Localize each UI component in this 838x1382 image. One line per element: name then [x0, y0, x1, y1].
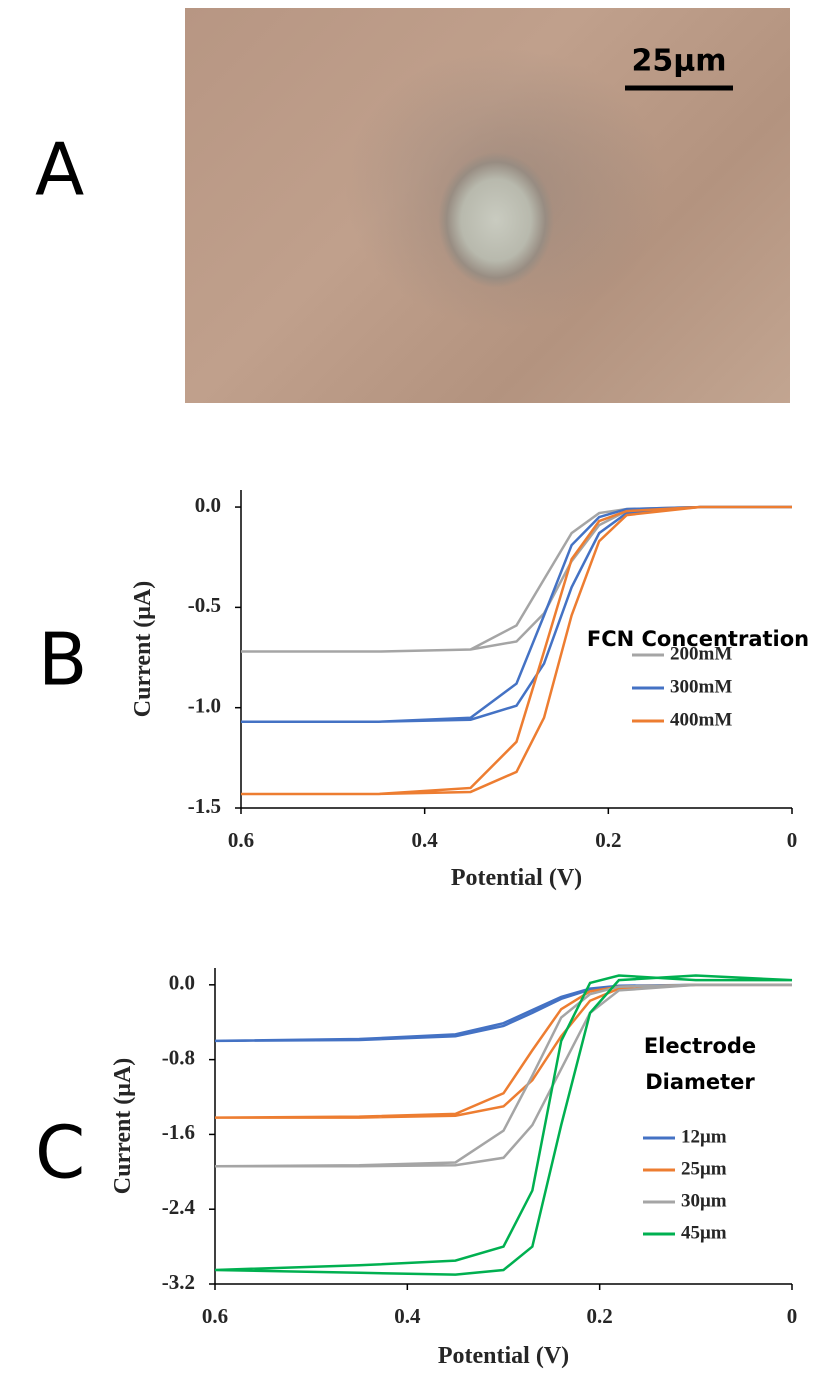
y-axis-title: Current (μA)	[130, 581, 156, 717]
data-line	[241, 505, 792, 653]
x-tick-label: 0.2	[595, 828, 621, 852]
data-line	[214, 983, 792, 1043]
y-tick-label: -1.0	[188, 693, 221, 717]
panel-label: B	[38, 618, 87, 702]
data-line	[241, 505, 792, 796]
x-tick-label: 0	[787, 1304, 798, 1328]
panel-label: C	[35, 1111, 85, 1195]
x-tick-label: 0.6	[228, 828, 254, 852]
data-line	[214, 974, 793, 1276]
data-line	[241, 505, 792, 723]
data-line	[214, 983, 792, 1119]
y-tick-label: -1.6	[162, 1120, 195, 1144]
legend-label: 12μm	[681, 1126, 727, 1147]
legend-label: 200mM	[670, 643, 732, 664]
legend-label: 25μm	[681, 1158, 727, 1179]
legend-title: FCN Concentration	[587, 627, 809, 651]
y-tick-label: 0.0	[169, 971, 195, 995]
x-tick-label: 0.6	[202, 1304, 228, 1328]
y-tick-label: 0.0	[195, 493, 221, 517]
x-axis-title: Potential (V)	[451, 865, 582, 891]
legend-title: Diameter	[645, 1070, 755, 1094]
x-tick-label: 0	[787, 828, 798, 852]
y-tick-label: -1.5	[188, 794, 221, 818]
legend-label: 45μm	[681, 1222, 727, 1243]
legend-label: 30μm	[681, 1190, 727, 1211]
x-tick-label: 0.4	[412, 828, 439, 852]
y-tick-label: -2.4	[162, 1195, 196, 1219]
scale-bar-label: 25μm	[631, 44, 726, 79]
y-axis-title: Current (μA)	[110, 1058, 136, 1194]
y-tick-label: -0.8	[162, 1045, 195, 1069]
x-axis-title: Potential (V)	[438, 1343, 569, 1369]
legend-label: 400mM	[670, 709, 732, 730]
y-tick-label: -0.5	[188, 593, 221, 617]
legend-title: Electrode	[644, 1034, 756, 1058]
x-tick-label: 0.2	[587, 1304, 613, 1328]
data-line	[214, 983, 792, 1168]
legend-label: 300mM	[670, 676, 732, 697]
x-tick-label: 0.4	[394, 1304, 421, 1328]
y-tick-label: -3.2	[162, 1270, 195, 1294]
micrograph	[185, 8, 790, 403]
panel-label: A	[35, 128, 84, 212]
